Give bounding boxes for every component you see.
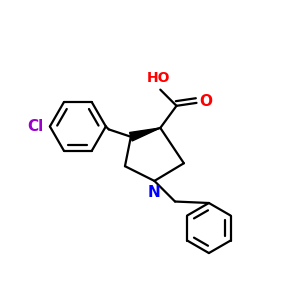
Text: HO: HO (147, 71, 171, 85)
Text: O: O (199, 94, 212, 109)
Text: N: N (148, 184, 161, 200)
Text: Cl: Cl (27, 119, 44, 134)
Polygon shape (130, 128, 160, 141)
